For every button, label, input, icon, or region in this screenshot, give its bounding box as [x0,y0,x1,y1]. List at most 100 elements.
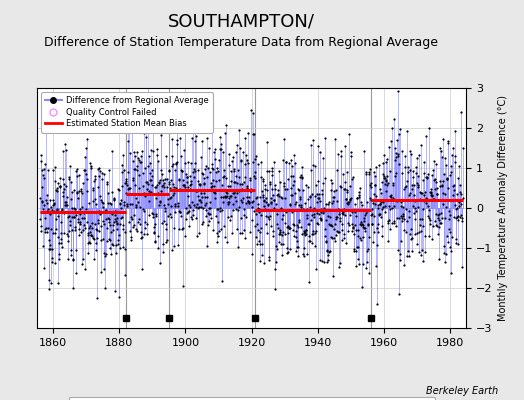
Point [456,200,465,207]
Point [282,159,290,165]
Point [343,199,352,206]
Point [53,180,62,186]
Point [51,230,59,236]
Point [328,222,336,229]
Point [367,197,375,203]
Point [214,233,223,239]
Point [366,166,374,172]
Point [407,248,416,254]
Point [392,222,400,229]
Point [444,138,452,144]
Point [148,173,156,180]
Point [314,195,322,202]
Point [292,248,300,254]
Point [97,269,106,275]
Point [448,152,456,158]
Point [318,206,326,212]
Point [69,256,77,263]
Point [138,170,147,176]
Point [272,246,281,252]
Point [432,211,440,217]
Point [140,164,149,171]
Point [107,201,115,207]
Point [395,161,403,168]
Point [60,181,69,187]
Point [95,208,103,214]
Point [64,228,73,234]
Point [403,253,411,260]
Point [156,199,164,206]
Point [257,211,265,218]
Point [441,214,450,221]
Point [305,194,314,200]
Point [190,202,198,208]
Point [339,170,347,177]
Point [265,257,273,263]
Point [443,233,451,239]
Point [285,160,293,166]
Point [234,127,243,133]
Point [80,214,89,221]
Point [436,220,445,227]
Point [373,197,381,203]
Point [262,195,270,202]
Point [154,233,162,239]
Point [417,142,425,148]
Point [246,175,255,181]
Point [124,186,133,192]
Point [150,230,158,237]
Point [105,219,114,225]
Point [73,216,82,222]
Point [387,192,396,198]
Point [83,232,92,239]
Point [354,233,362,239]
Point [301,228,309,235]
Point [350,246,358,252]
Point [195,181,203,187]
Point [253,221,261,228]
Point [112,250,120,256]
Point [394,151,402,158]
Point [166,185,174,191]
Point [170,183,179,190]
Point [142,179,150,186]
Point [213,238,222,245]
Point [196,154,205,160]
Point [226,168,235,174]
Point [251,222,259,229]
Point [192,233,201,240]
Point [380,180,389,187]
Point [259,194,267,201]
Point [362,210,370,216]
Point [298,164,306,170]
Point [53,188,61,194]
Point [368,206,376,212]
Point [383,173,391,179]
Point [52,226,60,232]
Point [439,136,447,142]
Point [188,199,196,205]
Point [199,170,207,177]
Point [155,201,163,208]
Point [411,231,420,237]
Point [96,223,105,229]
Point [215,205,224,212]
Point [320,226,329,232]
Point [420,159,429,166]
Point [401,153,409,159]
Point [50,200,58,207]
Point [362,170,370,177]
Point [290,152,299,158]
Point [386,206,395,212]
Point [324,249,333,255]
Point [182,204,190,211]
Point [305,238,313,244]
Point [332,187,340,193]
Point [235,230,244,236]
Point [79,167,88,174]
Point [244,198,253,205]
Point [222,175,230,181]
Point [211,145,219,152]
Point [137,234,145,241]
Point [58,206,66,212]
